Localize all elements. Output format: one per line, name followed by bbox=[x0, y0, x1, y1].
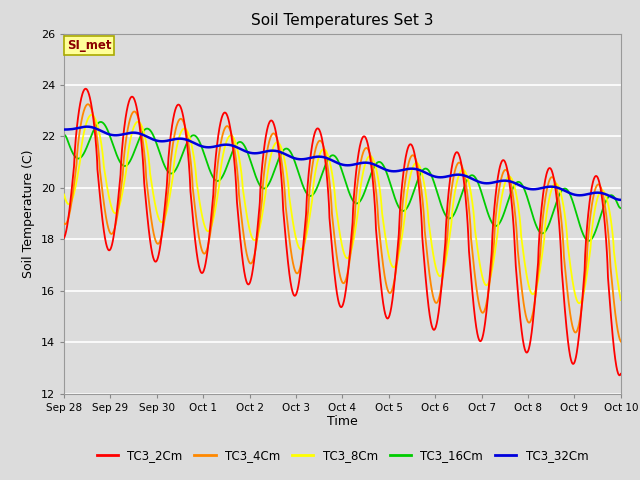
X-axis label: Time: Time bbox=[327, 415, 358, 429]
Text: SI_met: SI_met bbox=[67, 39, 111, 52]
Legend: TC3_2Cm, TC3_4Cm, TC3_8Cm, TC3_16Cm, TC3_32Cm: TC3_2Cm, TC3_4Cm, TC3_8Cm, TC3_16Cm, TC3… bbox=[92, 444, 593, 467]
Title: Soil Temperatures Set 3: Soil Temperatures Set 3 bbox=[251, 13, 434, 28]
Y-axis label: Soil Temperature (C): Soil Temperature (C) bbox=[22, 149, 35, 278]
